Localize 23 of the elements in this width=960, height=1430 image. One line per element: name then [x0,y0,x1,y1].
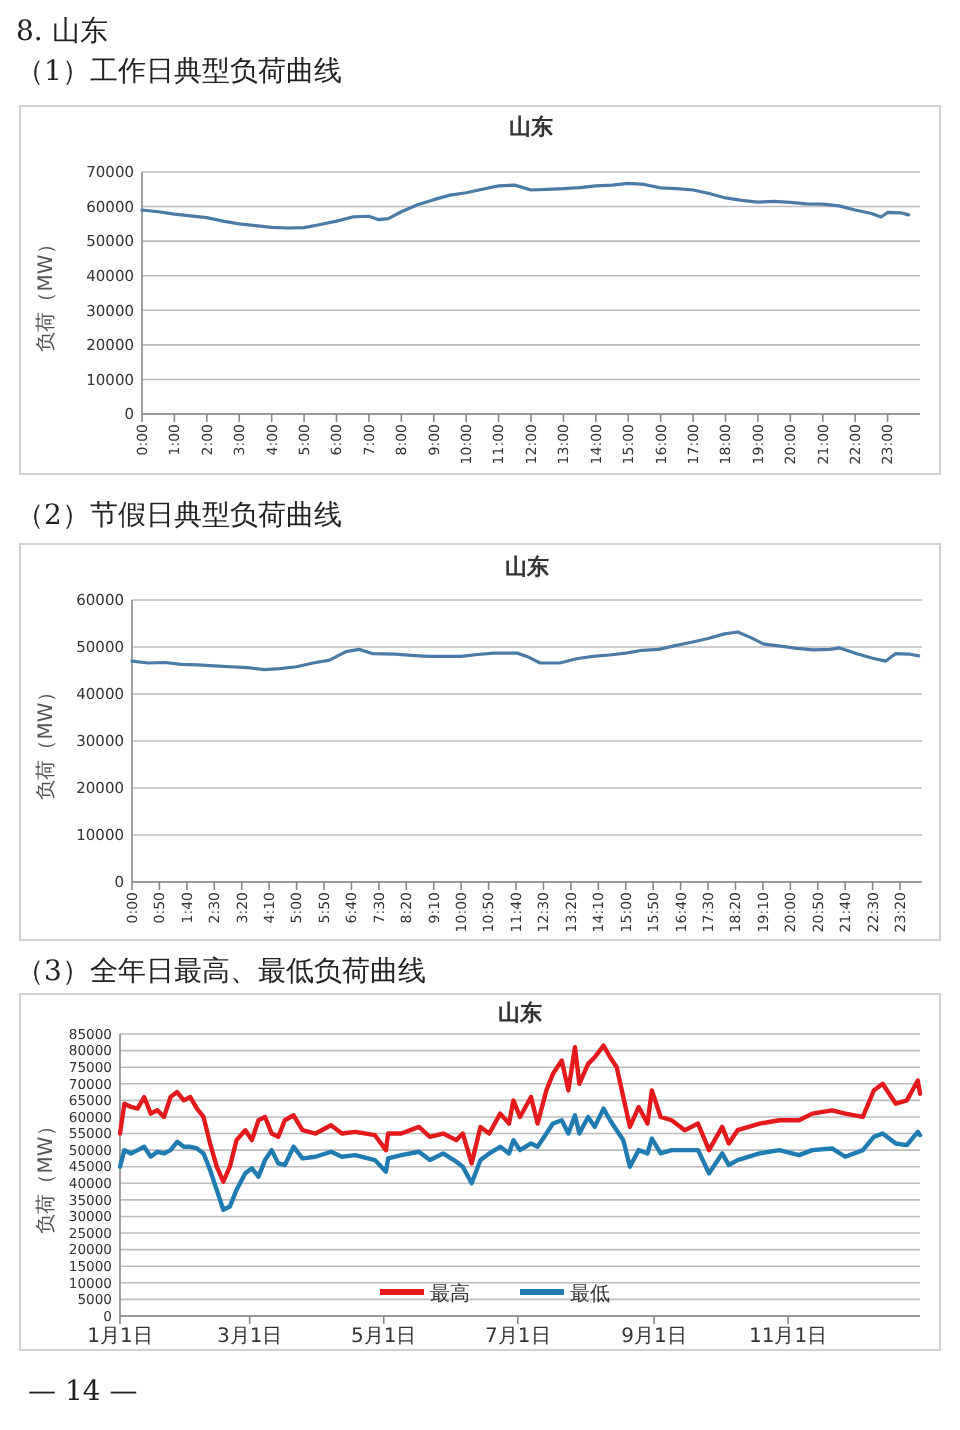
chart-title: 山东 [505,554,549,580]
chart-title: 山东 [509,114,553,140]
x-tick-label: 11月1日 [749,1326,828,1348]
line-series [117,1106,923,1213]
text: 8. 山东 [16,16,108,48]
chart-title: 山东 [498,1000,542,1026]
y-axis-title: 负荷（MW） [34,682,58,800]
legend-label: 最高 [430,1282,470,1306]
text: （3）全年日最高、最低负荷曲线 [16,956,426,988]
text: — 14 — [28,1376,138,1408]
x-tick-label: 7月1日 [485,1326,551,1348]
line-series [130,630,921,672]
x-tick-label: 9月1日 [621,1326,687,1348]
x-tick-label: 3月1日 [216,1326,283,1348]
text: （2）节假日典型负荷曲线 [16,500,342,532]
y-axis-title: 负荷（MW） [34,234,58,352]
text: （1）工作日典型负荷曲线 [16,56,342,88]
y-axis-title: 负荷（MW） [34,1116,58,1234]
legend-label: 最低 [570,1284,610,1306]
line-series [140,181,911,230]
line-series [117,1043,923,1184]
x-tick-label: 5月1日 [351,1326,417,1348]
x-tick-label: 1月1日 [87,1326,153,1348]
